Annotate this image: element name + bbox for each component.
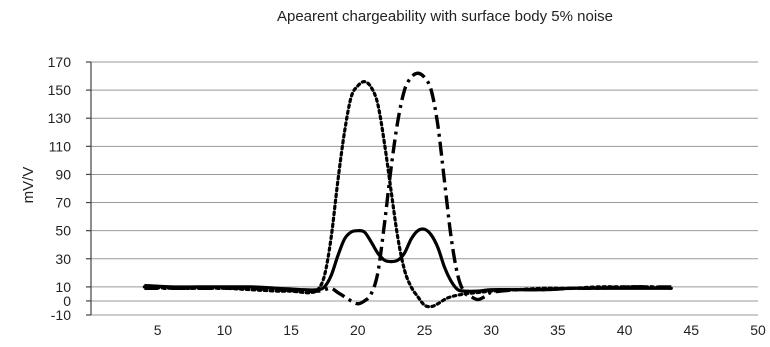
y-tick-label: 10 [55, 279, 71, 295]
y-tick-label: 90 [55, 166, 71, 182]
x-tick-label: 30 [483, 322, 499, 338]
series-lines [142, 71, 673, 309]
x-tick-label: 10 [217, 322, 233, 338]
y-tick-label: 70 [55, 195, 71, 211]
x-tick-label: 50 [750, 322, 766, 338]
y-tick-label: 0 [63, 293, 71, 309]
y-tick-label: 30 [55, 251, 71, 267]
x-tick-label: 35 [550, 322, 566, 338]
series-line-dotted [142, 80, 673, 309]
y-tick-label: 150 [48, 82, 72, 98]
x-tick-label: 25 [417, 322, 433, 338]
series-line-dash-dot [144, 71, 672, 306]
x-tick-label: 20 [350, 322, 366, 338]
grid-lines [91, 61, 758, 316]
x-tick-label: 15 [283, 322, 299, 338]
axes [86, 61, 92, 316]
y-axis-label: mV/V [20, 167, 37, 204]
y-tick-label: 110 [49, 138, 72, 154]
x-tick-label: 40 [617, 322, 633, 338]
y-tick-label: 170 [48, 54, 72, 70]
y-tick-label: 50 [55, 223, 71, 239]
x-tick-label: 45 [684, 322, 700, 338]
x-tick-label: 5 [154, 322, 162, 338]
y-tick-label: -10 [51, 307, 71, 323]
y-tick-label: 130 [48, 110, 72, 126]
chart-title: Apearent chargeability with surface body… [277, 8, 613, 25]
